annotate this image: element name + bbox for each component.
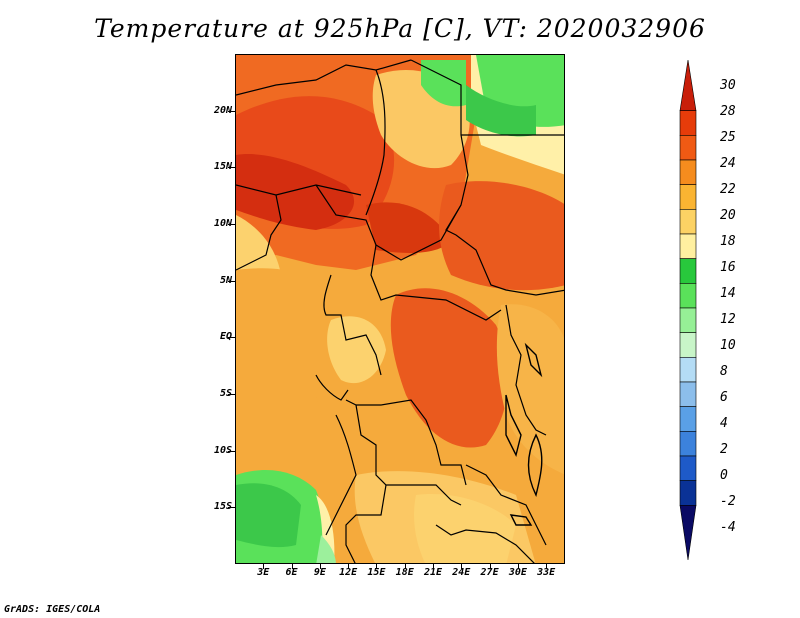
map-title: Temperature at 925hPa [C], VT: 202003290… xyxy=(94,14,706,43)
y-tick-label: 5N xyxy=(219,274,232,286)
colorbar xyxy=(679,60,697,560)
field-green-sw-dark xyxy=(236,483,301,548)
x-tick-label: 27E xyxy=(480,567,499,578)
field-hottest-north xyxy=(236,154,355,230)
colorbar-label: 6 xyxy=(720,390,728,405)
y-tick-mark xyxy=(228,167,235,169)
colorbar-swatch xyxy=(679,60,697,111)
field-hot-chad xyxy=(366,202,451,253)
field-hot-congo xyxy=(390,288,509,448)
y-tick-mark xyxy=(228,224,235,225)
x-tick-mark xyxy=(376,564,378,569)
field-lightgreen-coast xyxy=(316,535,336,563)
colorbar-swatch xyxy=(679,381,697,407)
colorbar-label: -4 xyxy=(720,520,736,535)
field-pale-central xyxy=(327,316,386,384)
colorbar-swatch xyxy=(679,233,697,259)
field-ocean xyxy=(236,268,351,480)
x-tick-label: 12E xyxy=(339,567,358,578)
colorbar-label: 25 xyxy=(720,130,736,145)
temperature-map xyxy=(235,54,565,564)
colorbar-swatch xyxy=(679,480,697,506)
x-tick-label: 15E xyxy=(367,567,386,578)
colorbar-swatch xyxy=(679,258,697,284)
colorbar-swatch xyxy=(679,431,697,457)
colorbar-label: 20 xyxy=(720,208,736,223)
colorbar-swatch xyxy=(679,455,697,481)
field-green-ne-dark xyxy=(466,85,536,137)
colorbar-label: -2 xyxy=(720,494,736,509)
x-tick-mark xyxy=(489,564,491,569)
colorbar-label: 14 xyxy=(720,286,736,301)
temperature-field xyxy=(236,55,564,563)
x-tick-label: 21E xyxy=(423,567,443,578)
x-tick-mark xyxy=(517,564,519,569)
field-pale-westcoast xyxy=(236,215,281,275)
colorbar-swatch xyxy=(679,406,697,432)
colorbar-label: 28 xyxy=(720,104,736,119)
colorbar-label: 0 xyxy=(720,468,728,483)
y-tick-label: 10S xyxy=(213,444,232,456)
x-tick-label: 6E xyxy=(285,567,298,578)
colorbar-label: 10 xyxy=(720,338,736,353)
colorbar-swatch xyxy=(679,184,697,210)
colorbar-swatch xyxy=(679,110,697,136)
field-east-highlands xyxy=(496,304,564,475)
y-tick-label: 15N xyxy=(213,161,232,173)
x-tick-label: 9E xyxy=(313,567,326,578)
colorbar-label: 12 xyxy=(720,312,736,327)
field-green-north xyxy=(421,60,466,107)
y-tick-mark xyxy=(228,450,235,452)
colorbar-label: 18 xyxy=(720,234,736,249)
colorbar-label: 22 xyxy=(720,182,736,197)
y-tick-label: 20N xyxy=(213,104,232,116)
colorbar-swatch xyxy=(679,357,697,383)
x-tick-mark xyxy=(291,564,293,569)
colorbar-swatch xyxy=(679,332,697,358)
x-tick-mark xyxy=(461,564,463,569)
colorbar-label: 2 xyxy=(720,442,728,457)
colorbar-swatch xyxy=(679,209,697,235)
y-tick-mark xyxy=(228,337,235,339)
footer-credit: GrADS: IGES/COLA xyxy=(4,604,101,615)
field-pale-south2 xyxy=(414,494,516,563)
colorbar-label: 24 xyxy=(720,156,736,171)
x-tick-mark xyxy=(546,564,548,569)
x-tick-label: 24E xyxy=(452,567,471,578)
lakes xyxy=(505,342,543,526)
y-tick-label: 15S xyxy=(213,501,232,513)
x-tick-mark xyxy=(433,564,434,569)
x-tick-label: 18E xyxy=(395,567,414,578)
y-tick-mark xyxy=(228,110,235,112)
x-tick-mark xyxy=(348,564,350,569)
colorbar-swatch xyxy=(679,159,697,185)
x-tick-label: 3E xyxy=(257,567,270,578)
colorbar-label: 16 xyxy=(720,260,736,275)
colorbar-swatch xyxy=(679,283,697,309)
y-tick-label: EQ xyxy=(219,331,232,343)
y-tick-label: 5S xyxy=(219,388,232,399)
x-tick-mark xyxy=(319,564,321,569)
colorbar-swatch xyxy=(679,307,697,333)
colorbar-label: 30 xyxy=(720,78,736,93)
colorbar-swatch xyxy=(679,135,697,161)
y-tick-mark xyxy=(228,507,235,509)
x-tick-mark xyxy=(263,564,265,569)
y-tick-label: 10N xyxy=(213,218,232,229)
field-hot-east xyxy=(439,181,564,291)
colorbar-swatch xyxy=(679,505,697,560)
y-tick-mark xyxy=(228,280,235,282)
x-tick-label: 30E xyxy=(508,567,527,578)
x-tick-mark xyxy=(404,564,406,569)
colorbar-label: 8 xyxy=(720,364,728,379)
x-tick-label: 33E xyxy=(537,567,556,578)
colorbar-label: 4 xyxy=(720,416,728,431)
borders xyxy=(236,59,564,563)
y-tick-mark xyxy=(228,394,235,395)
